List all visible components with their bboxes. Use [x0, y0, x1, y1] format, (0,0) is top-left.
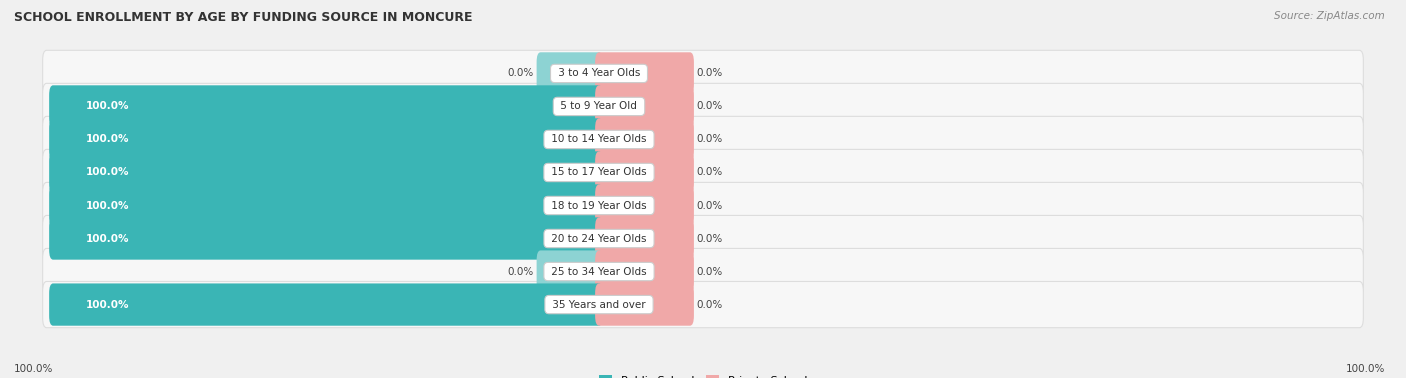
FancyBboxPatch shape	[49, 284, 603, 326]
FancyBboxPatch shape	[42, 248, 1364, 295]
Text: 20 to 24 Year Olds: 20 to 24 Year Olds	[548, 234, 650, 243]
FancyBboxPatch shape	[42, 50, 1364, 96]
Text: 10 to 14 Year Olds: 10 to 14 Year Olds	[548, 135, 650, 144]
Text: 35 Years and over: 35 Years and over	[550, 300, 650, 310]
Text: 0.0%: 0.0%	[696, 167, 723, 178]
FancyBboxPatch shape	[49, 217, 603, 260]
Text: 25 to 34 Year Olds: 25 to 34 Year Olds	[548, 266, 650, 277]
Text: 0.0%: 0.0%	[508, 68, 534, 78]
FancyBboxPatch shape	[537, 52, 603, 94]
FancyBboxPatch shape	[42, 116, 1364, 163]
FancyBboxPatch shape	[595, 184, 695, 227]
Text: 5 to 9 Year Old: 5 to 9 Year Old	[557, 101, 641, 112]
Text: SCHOOL ENROLLMENT BY AGE BY FUNDING SOURCE IN MONCURE: SCHOOL ENROLLMENT BY AGE BY FUNDING SOUR…	[14, 11, 472, 24]
FancyBboxPatch shape	[42, 183, 1364, 229]
FancyBboxPatch shape	[49, 85, 603, 128]
FancyBboxPatch shape	[42, 149, 1364, 195]
FancyBboxPatch shape	[595, 52, 695, 94]
Text: 0.0%: 0.0%	[696, 234, 723, 243]
Text: 0.0%: 0.0%	[696, 101, 723, 112]
FancyBboxPatch shape	[49, 118, 603, 161]
Text: 15 to 17 Year Olds: 15 to 17 Year Olds	[548, 167, 650, 178]
Text: 0.0%: 0.0%	[696, 266, 723, 277]
FancyBboxPatch shape	[595, 284, 695, 326]
Text: 100.0%: 100.0%	[86, 200, 129, 211]
FancyBboxPatch shape	[595, 217, 695, 260]
Text: 0.0%: 0.0%	[696, 200, 723, 211]
FancyBboxPatch shape	[42, 215, 1364, 262]
Text: 100.0%: 100.0%	[1346, 364, 1385, 374]
FancyBboxPatch shape	[49, 184, 603, 227]
FancyBboxPatch shape	[595, 250, 695, 293]
Text: 100.0%: 100.0%	[86, 234, 129, 243]
Legend: Public School, Private School: Public School, Private School	[595, 370, 811, 378]
FancyBboxPatch shape	[42, 282, 1364, 328]
Text: 100.0%: 100.0%	[86, 101, 129, 112]
FancyBboxPatch shape	[42, 83, 1364, 130]
FancyBboxPatch shape	[595, 118, 695, 161]
Text: 0.0%: 0.0%	[696, 300, 723, 310]
Text: 18 to 19 Year Olds: 18 to 19 Year Olds	[548, 200, 650, 211]
Text: 100.0%: 100.0%	[86, 135, 129, 144]
Text: 100.0%: 100.0%	[86, 300, 129, 310]
FancyBboxPatch shape	[595, 85, 695, 128]
Text: 0.0%: 0.0%	[696, 68, 723, 78]
Text: 3 to 4 Year Olds: 3 to 4 Year Olds	[555, 68, 644, 78]
FancyBboxPatch shape	[595, 151, 695, 194]
Text: 100.0%: 100.0%	[86, 167, 129, 178]
FancyBboxPatch shape	[537, 250, 603, 293]
Text: 0.0%: 0.0%	[508, 266, 534, 277]
Text: 0.0%: 0.0%	[696, 135, 723, 144]
Text: 100.0%: 100.0%	[14, 364, 53, 374]
Text: Source: ZipAtlas.com: Source: ZipAtlas.com	[1274, 11, 1385, 21]
FancyBboxPatch shape	[49, 151, 603, 194]
